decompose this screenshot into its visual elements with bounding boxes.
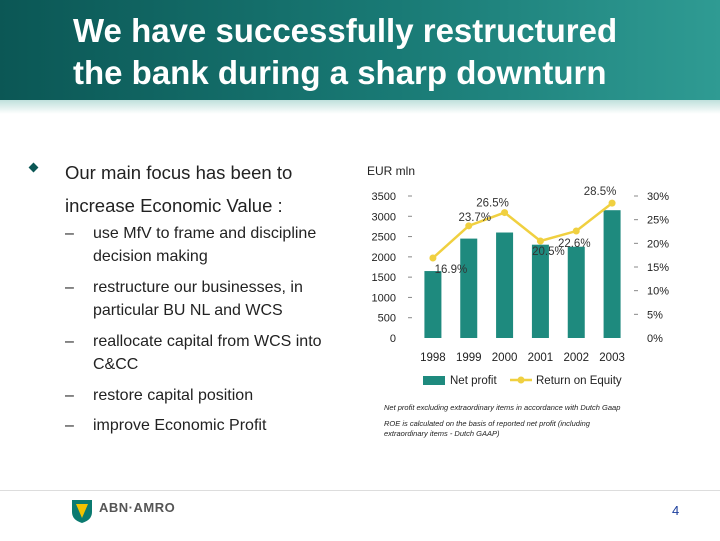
- footnote-roe: ROE is calculated on the basis of report…: [384, 419, 590, 438]
- legend-roe-swatch-point: [517, 376, 525, 384]
- net-profit-bar: [496, 232, 514, 338]
- left-axis-tick-label: 1500: [372, 272, 396, 284]
- right-axis-tick-label: 30%: [647, 191, 669, 203]
- right-axis-tick-label: 5%: [647, 309, 663, 321]
- roe-data-label: 22.6%: [558, 238, 591, 250]
- page-number: 4: [672, 503, 680, 518]
- sub-bullet-marker: –: [65, 417, 74, 434]
- abn-amro-shield-icon: [72, 500, 92, 523]
- left-axis-tick-label: 2500: [372, 232, 396, 244]
- roe-data-label: 16.9%: [435, 264, 468, 276]
- roe-point: [429, 254, 437, 262]
- x-axis-tick-label: 1999: [456, 352, 482, 364]
- legend-net-profit-label: Net profit: [450, 375, 497, 387]
- footnote-net-profit: Net profit excluding extraordinary items…: [384, 403, 621, 412]
- left-axis-tick-label: 1000: [372, 292, 396, 304]
- chart-unit-label: EUR mln: [367, 164, 416, 178]
- left-axis-tick-label: 3000: [372, 211, 396, 223]
- right-axis-tick-label: 15%: [647, 262, 669, 274]
- net-profit-bar: [567, 246, 585, 338]
- net-profit-bar: [460, 238, 478, 338]
- x-axis-tick-label: 2000: [492, 352, 518, 364]
- roe-data-label: 26.5%: [476, 198, 509, 210]
- roe-data-label: 20.5%: [532, 246, 565, 258]
- sub-bullet-marker: –: [65, 387, 74, 404]
- x-axis-tick-label: 1998: [420, 352, 446, 364]
- bullet-diamond-icon: [28, 162, 39, 173]
- sub-bullet-marker: –: [65, 333, 74, 350]
- sub-bullet-text: restore capital position: [93, 387, 254, 404]
- roe-point: [572, 227, 580, 235]
- slide-title-line-2: the bank during a sharp downturn: [73, 54, 607, 91]
- main-bullet-text: Our main focus has been to increase Econ…: [65, 162, 293, 216]
- net-profit-roe-chart: 0 500 1000 1500 2000 2500 3000 3500 0% 5% 10% 15% 20…: [372, 186, 670, 387]
- net-profit-bar: [424, 271, 442, 338]
- roe-point: [536, 237, 544, 245]
- right-axis-tick-label: 20%: [647, 238, 669, 250]
- left-axis-tick-label: 500: [378, 313, 396, 325]
- legend-net-profit-swatch: [423, 376, 445, 385]
- sub-bullet-marker: –: [65, 279, 74, 296]
- x-axis-tick-label: 2001: [528, 352, 554, 364]
- x-axis-tick-label: 2003: [599, 352, 625, 364]
- footer: [0, 490, 720, 541]
- title-banner-glow: [0, 100, 720, 114]
- net-profit-bar: [603, 210, 621, 338]
- sub-bullet-text: improve Economic Profit: [93, 417, 267, 434]
- sub-bullet-marker: –: [65, 225, 74, 242]
- roe-line: [432, 202, 613, 259]
- sub-bullet-text: reallocate capital from WCS into C&CC: [93, 333, 322, 373]
- net-profit-bar: [531, 244, 549, 338]
- roe-point: [608, 199, 616, 207]
- slide-title: We have successfully restructured the ba…: [73, 10, 713, 94]
- roe-point: [501, 209, 509, 217]
- sub-bullet-text: use MfV to frame and discipline decision…: [93, 225, 317, 265]
- roe-point: [465, 222, 473, 230]
- right-axis-tick-label: 0%: [647, 333, 663, 345]
- left-axis-tick-label: 2000: [372, 252, 396, 264]
- legend-roe-label: Return on Equity: [536, 375, 622, 387]
- right-axis-tick-label: 10%: [647, 286, 669, 298]
- right-axis-tick-label: 25%: [647, 215, 669, 227]
- title-banner: [0, 0, 720, 100]
- roe-data-label: 23.7%: [458, 212, 491, 224]
- logo-text: ABN·AMRO: [99, 500, 176, 515]
- sub-bullet-text: restructure our businesses, in particula…: [93, 279, 303, 319]
- roe-data-label: 28.5%: [584, 186, 617, 198]
- slide-title-line-1: We have successfully restructured: [73, 12, 618, 49]
- left-axis-tick-label: 3500: [372, 191, 396, 203]
- left-axis-tick-label: 0: [390, 333, 396, 345]
- x-axis-tick-label: 2002: [563, 352, 589, 364]
